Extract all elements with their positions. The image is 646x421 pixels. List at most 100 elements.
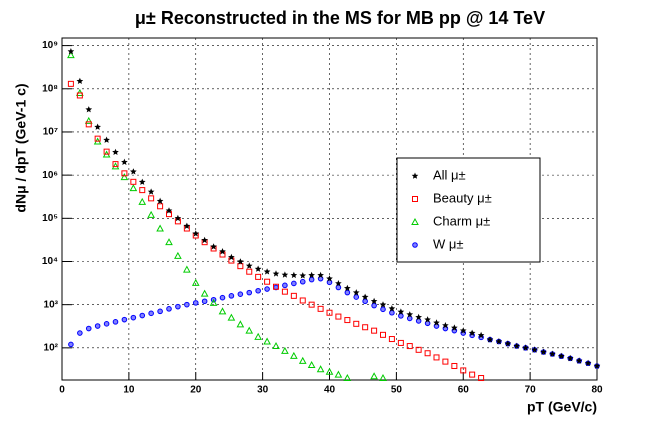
data-point bbox=[343, 373, 352, 382]
data-point bbox=[94, 123, 101, 130]
data-point bbox=[361, 293, 369, 300]
legend-marker bbox=[411, 217, 419, 225]
data-point bbox=[415, 346, 422, 353]
data-point bbox=[209, 298, 218, 306]
data-point bbox=[228, 293, 235, 299]
data-point bbox=[566, 354, 574, 362]
data-point bbox=[94, 135, 101, 142]
data-point bbox=[344, 284, 351, 292]
data-point bbox=[370, 297, 378, 305]
data-point bbox=[478, 375, 485, 382]
legend-label: All μ± bbox=[433, 167, 466, 182]
data-point bbox=[290, 351, 298, 359]
data-point bbox=[103, 321, 110, 327]
data-point bbox=[227, 313, 236, 321]
data-point bbox=[228, 253, 235, 261]
data-point bbox=[103, 148, 110, 155]
data-point bbox=[67, 80, 74, 87]
legend-label: Charm μ± bbox=[433, 213, 490, 228]
data-point bbox=[77, 330, 83, 336]
data-point bbox=[103, 136, 110, 143]
data-point bbox=[397, 308, 405, 315]
data-point bbox=[370, 372, 378, 380]
data-point bbox=[84, 116, 93, 124]
legend-label: W μ± bbox=[433, 236, 464, 251]
data-point bbox=[549, 350, 556, 357]
data-point bbox=[174, 214, 182, 222]
data-point bbox=[558, 352, 565, 359]
data-point bbox=[424, 316, 431, 323]
data-point bbox=[94, 323, 101, 329]
data-point bbox=[352, 289, 360, 296]
data-point bbox=[298, 356, 307, 364]
data-point bbox=[148, 195, 155, 202]
data-point bbox=[121, 158, 128, 165]
data-point bbox=[290, 271, 298, 279]
y-tick-label: 10⁷ bbox=[43, 127, 58, 138]
data-point bbox=[344, 289, 351, 296]
data-point bbox=[398, 313, 404, 319]
data-point bbox=[157, 308, 163, 315]
data-point bbox=[379, 373, 387, 382]
data-point bbox=[451, 362, 458, 369]
data-point bbox=[218, 307, 227, 315]
data-point bbox=[245, 262, 253, 269]
data-point bbox=[192, 300, 199, 306]
y-tick-label: 10⁹ bbox=[42, 40, 58, 51]
data-point bbox=[389, 309, 395, 316]
data-point bbox=[433, 319, 440, 326]
data-point bbox=[85, 325, 92, 332]
x-tick-label: 60 bbox=[458, 385, 470, 396]
y-tick-label: 10⁵ bbox=[42, 213, 58, 224]
data-point bbox=[584, 359, 592, 367]
data-point bbox=[540, 348, 547, 355]
data-point bbox=[317, 305, 324, 312]
data-point bbox=[459, 327, 467, 334]
data-point bbox=[353, 320, 360, 327]
data-point bbox=[147, 210, 155, 218]
data-point bbox=[281, 271, 289, 278]
data-point bbox=[504, 340, 512, 347]
data-point bbox=[593, 362, 601, 369]
data-point bbox=[469, 371, 476, 378]
data-point bbox=[112, 148, 119, 155]
data-point bbox=[67, 48, 75, 55]
data-point bbox=[263, 337, 271, 345]
data-point bbox=[183, 265, 191, 273]
data-point bbox=[121, 170, 128, 177]
data-point bbox=[442, 322, 449, 329]
data-point bbox=[575, 357, 583, 364]
data-point bbox=[121, 316, 128, 323]
data-point bbox=[147, 188, 155, 195]
legend-label: Beauty μ± bbox=[433, 190, 492, 205]
data-point bbox=[290, 292, 297, 299]
data-point bbox=[495, 338, 503, 345]
x-tick-label: 10 bbox=[123, 385, 135, 396]
data-point bbox=[129, 184, 138, 192]
data-point bbox=[192, 230, 200, 237]
data-point bbox=[451, 324, 458, 331]
legend-marker bbox=[412, 196, 418, 202]
data-point bbox=[335, 284, 342, 291]
data-point bbox=[183, 222, 191, 229]
data-point bbox=[308, 301, 315, 308]
data-point bbox=[246, 268, 253, 275]
data-point bbox=[468, 329, 476, 336]
data-point bbox=[130, 178, 137, 185]
data-point bbox=[237, 291, 244, 297]
data-point bbox=[388, 336, 395, 343]
data-point bbox=[76, 92, 83, 99]
data-point bbox=[165, 207, 173, 214]
data-point bbox=[272, 270, 280, 277]
y-tick-label: 10² bbox=[44, 342, 59, 353]
data-point bbox=[397, 339, 404, 346]
data-point bbox=[219, 248, 226, 255]
y-tick-label: 10⁴ bbox=[42, 256, 58, 267]
data-point bbox=[442, 358, 449, 365]
data-point bbox=[344, 317, 351, 324]
data-point bbox=[308, 271, 315, 279]
data-point bbox=[307, 360, 316, 369]
data-point bbox=[201, 298, 208, 305]
data-point bbox=[201, 236, 208, 244]
